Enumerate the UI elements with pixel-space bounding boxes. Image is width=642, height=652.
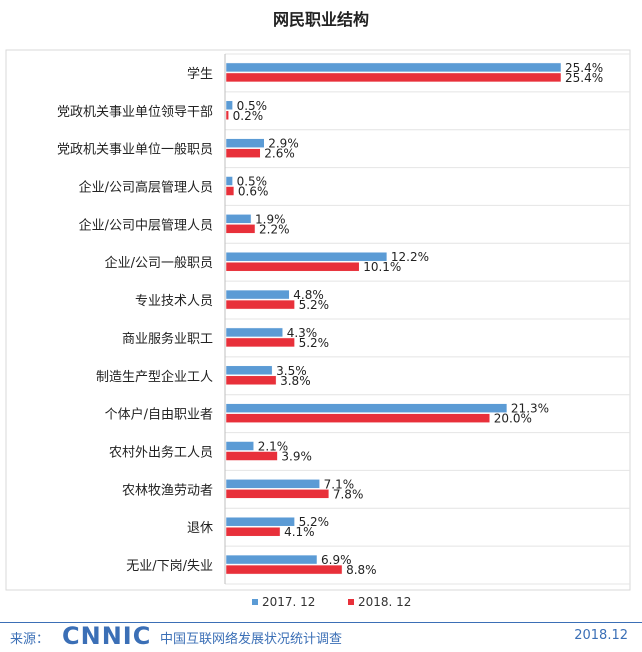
legend-label: 2017. 12 (262, 595, 315, 609)
bar-2018 (225, 564, 343, 575)
bar-2017 (225, 251, 388, 262)
bar-2018 (225, 110, 229, 121)
data-label: 4.1% (284, 525, 315, 539)
bar-chart: 学生 25.4%25.4%党政机关事业单位领导干部 0.5%0.2%党政机关事业单位… (5, 49, 631, 609)
data-label: 12.2% (391, 250, 429, 264)
bar-2017 (225, 441, 254, 451)
data-label: 0.2% (233, 109, 264, 123)
data-label: 2.9% (268, 137, 299, 151)
data-label: 0.5% (237, 99, 268, 113)
data-label: 2.1% (258, 440, 289, 454)
report-date: 2018.12 (574, 628, 628, 643)
data-label: 20.0% (494, 412, 532, 426)
category-label: 企业/公司高层管理人员 (79, 180, 213, 196)
data-label: 5.2% (299, 515, 330, 529)
chart-title: 网民职业结构 (272, 10, 369, 29)
data-label: 25.4% (565, 71, 603, 85)
bar-2018 (225, 261, 360, 272)
data-label: 5.2% (299, 336, 330, 350)
data-label: 4.3% (287, 326, 318, 340)
bar-2018 (225, 375, 277, 386)
cnnic-logo: CNNIC (62, 622, 152, 650)
category-label: 企业/公司一般职员 (105, 255, 213, 271)
data-label: 6.9% (321, 553, 352, 567)
category-label: 农村外出务工人员 (109, 445, 213, 461)
bar-2017 (225, 100, 233, 111)
data-label: 10.1% (363, 260, 401, 274)
source-label: 来源： (10, 632, 50, 647)
data-label: 7.8% (333, 487, 364, 501)
data-label: 2.6% (264, 147, 295, 161)
data-label: 7.1% (324, 477, 355, 491)
bar-2017 (225, 138, 265, 148)
data-label: 0.6% (238, 185, 269, 199)
legend-label: 2018. 12 (358, 595, 411, 609)
legend-swatch-1 (348, 599, 354, 605)
bar-2018 (225, 72, 562, 83)
category-label: 学生 (187, 66, 213, 82)
category-label: 企业/公司中层管理人员 (79, 217, 213, 233)
bar-2017 (225, 214, 252, 224)
bar-2017 (225, 62, 562, 73)
category-label: 退休 (187, 521, 213, 536)
category-label: 个体户/自由职业者 (105, 407, 213, 423)
bar-2017 (225, 327, 283, 338)
bar-2018 (225, 451, 278, 461)
bar-2018 (225, 337, 295, 348)
bar-2017 (225, 403, 508, 413)
data-label: 1.9% (255, 212, 286, 226)
data-label: 25.4% (565, 61, 603, 75)
bar-2018 (225, 526, 281, 537)
source-organization: 中国互联网络发展状况统计调查 (160, 632, 343, 647)
category-label: 党政机关事业单位一般职员 (57, 142, 213, 158)
legend-swatch-0 (252, 599, 258, 605)
category-label: 制造生产型企业工人 (96, 369, 213, 385)
data-label: 0.5% (237, 175, 268, 189)
category-label: 农林牧渔劳动者 (122, 482, 213, 498)
data-label: 21.3% (511, 402, 549, 416)
bar-2018 (225, 224, 256, 234)
data-label: 2.2% (259, 222, 290, 236)
bar-2017 (225, 176, 233, 186)
bar-2018 (225, 299, 295, 310)
data-label: 4.8% (293, 288, 324, 302)
category-label: 专业技术人员 (135, 294, 213, 309)
data-label: 3.5% (276, 364, 307, 378)
bar-2018 (225, 489, 330, 499)
category-label: 商业服务业职工 (122, 331, 213, 347)
bar-2017 (225, 365, 273, 376)
data-label: 5.2% (299, 298, 330, 312)
bar-2018 (225, 186, 235, 196)
bar-2018 (225, 413, 491, 423)
bar-2017 (225, 554, 318, 565)
category-label: 党政机关事业单位领导干部 (57, 105, 213, 120)
data-label: 8.8% (346, 563, 377, 577)
plot-frame (5, 49, 631, 591)
bar-2017 (225, 289, 290, 300)
data-label: 3.9% (281, 450, 312, 464)
bar-2017 (225, 479, 320, 489)
data-label: 3.8% (280, 374, 311, 388)
bar-2017 (225, 516, 295, 527)
footer-divider (0, 622, 642, 623)
bar-2018 (225, 148, 261, 158)
category-label: 无业/下岗/失业 (126, 559, 213, 574)
